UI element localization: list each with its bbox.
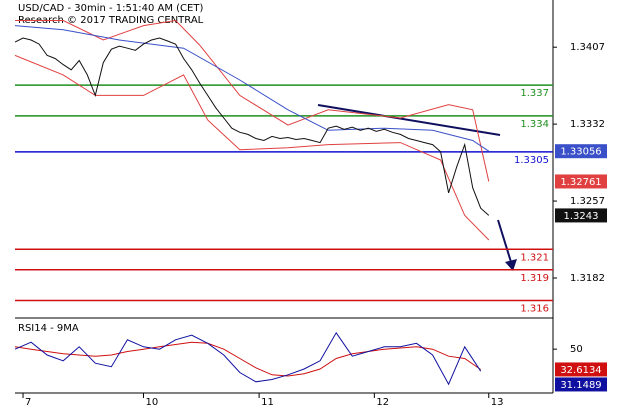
y-tick-label: 1.3407 xyxy=(570,42,605,53)
level-label: 1.337 xyxy=(520,88,549,99)
chart-title: USD/CAD - 30min - 1:51:40 AM (CET) xyxy=(18,3,203,14)
series-line xyxy=(14,341,481,377)
price-box-label: 31.1489 xyxy=(560,380,601,391)
price-box-label: 32.6134 xyxy=(560,365,601,376)
price-box-label: 1.3243 xyxy=(564,211,599,222)
x-tick-label: 11 xyxy=(261,397,274,408)
price-box xyxy=(555,174,607,189)
x-tick-label: 13 xyxy=(491,397,504,408)
price-box-label: 1.32761 xyxy=(560,177,601,188)
y-tick-label: 1.3182 xyxy=(570,273,605,284)
rsi-title: RSI14 - 9MA xyxy=(18,323,79,334)
level-label: 1.3305 xyxy=(514,155,549,166)
y-tick-label: 50 xyxy=(570,344,583,355)
series-line xyxy=(15,19,490,182)
arrow-head xyxy=(505,259,517,271)
series-line xyxy=(14,37,490,216)
trend-line xyxy=(317,104,501,136)
price-box xyxy=(555,377,607,392)
chart-subtitle: Research © 2017 TRADING CENTRAL xyxy=(18,15,204,26)
x-tick-label: 7 xyxy=(25,397,31,408)
arrow xyxy=(497,219,512,263)
series-line xyxy=(14,25,490,152)
level-label: 1.334 xyxy=(520,119,549,130)
series-line xyxy=(14,331,482,386)
y-tick-label: 1.3257 xyxy=(570,196,605,207)
x-tick-label: 10 xyxy=(145,397,158,408)
x-tick-label: 12 xyxy=(376,397,389,408)
level-label: 1.319 xyxy=(520,273,549,284)
level-label: 1.316 xyxy=(520,304,549,315)
price-box xyxy=(555,362,607,377)
price-box xyxy=(555,144,607,159)
y-tick-label: 1.3332 xyxy=(570,119,605,130)
level-label: 1.321 xyxy=(520,252,549,263)
price-box xyxy=(555,208,607,223)
price-box-label: 1.33056 xyxy=(560,147,601,158)
